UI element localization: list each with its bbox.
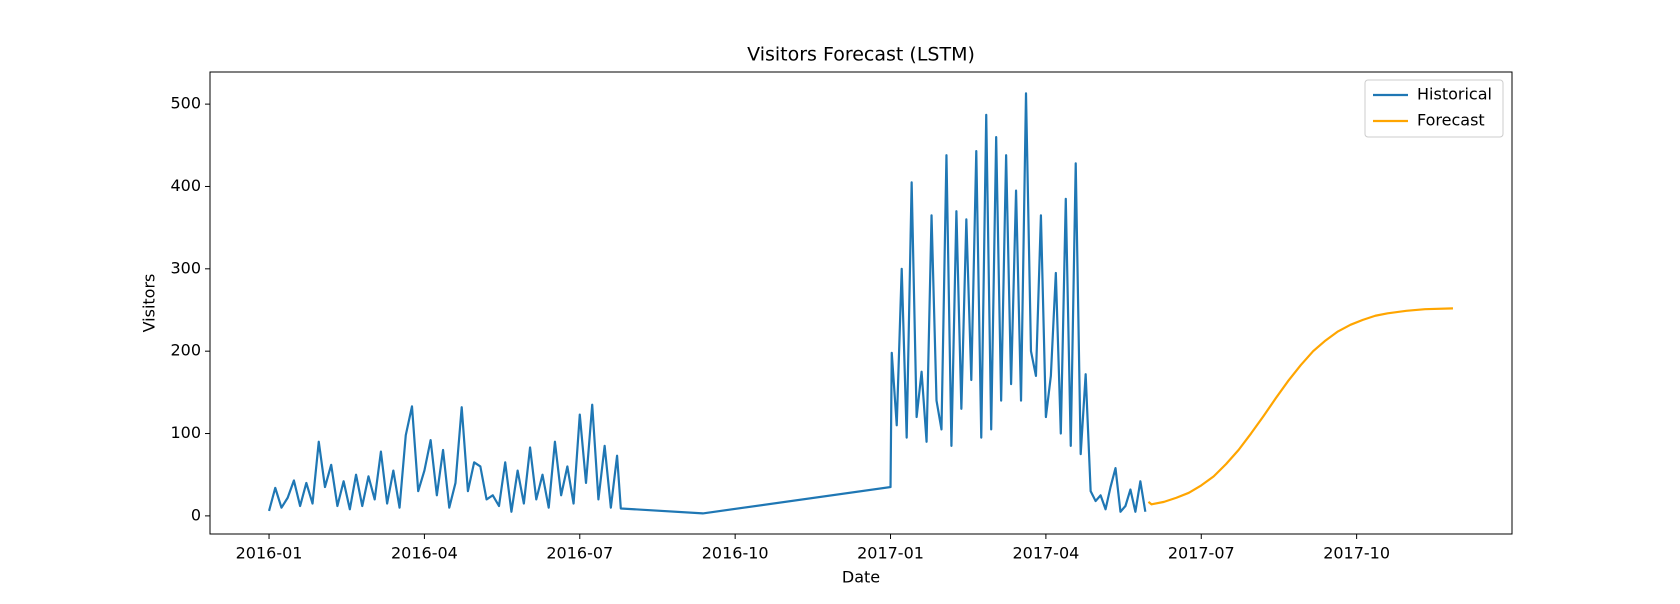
x-tick-label: 2016-10 <box>702 544 769 563</box>
legend-label: Forecast <box>1417 111 1485 130</box>
x-tick-label: 2016-04 <box>391 544 458 563</box>
x-axis-label: Date <box>842 568 880 587</box>
legend-label: Historical <box>1417 85 1492 104</box>
x-tick-label: 2016-07 <box>546 544 613 563</box>
x-tick-label: 2017-07 <box>1168 544 1235 563</box>
series-line <box>267 92 1147 515</box>
y-axis-label: Visitors <box>140 274 159 333</box>
y-tick-label: 0 <box>191 505 201 524</box>
plot-frame <box>209 71 1513 535</box>
x-tick-label: 2016-01 <box>236 544 303 563</box>
y-tick-label: 300 <box>170 258 201 277</box>
x-tick-label: 2017-10 <box>1323 544 1390 563</box>
series-line <box>1147 307 1453 506</box>
x-tick-label: 2017-01 <box>857 544 924 563</box>
y-tick-label: 500 <box>170 94 201 113</box>
x-tick-label: 2017-04 <box>1012 544 1079 563</box>
y-tick-label: 400 <box>170 176 201 195</box>
chart-title: Visitors Forecast (LSTM) <box>747 44 975 66</box>
y-tick-label: 100 <box>170 423 201 442</box>
y-tick-label: 200 <box>170 341 201 360</box>
